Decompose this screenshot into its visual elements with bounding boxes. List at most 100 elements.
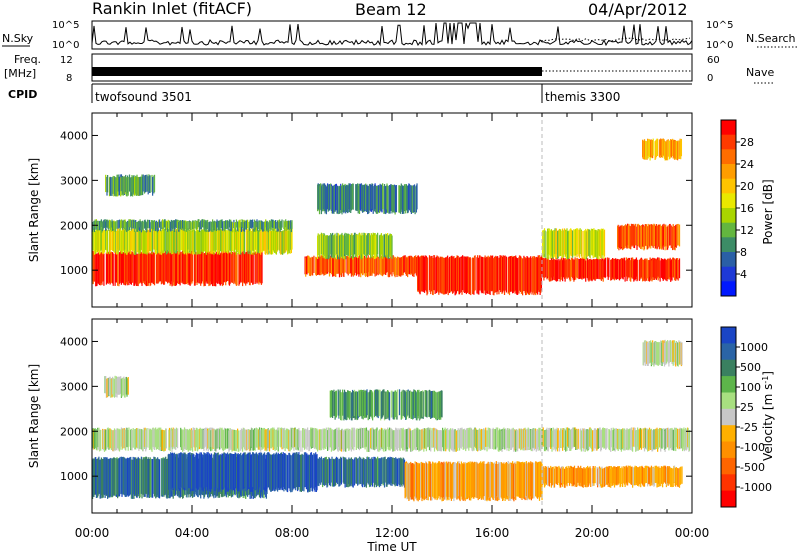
data-cell xyxy=(677,223,679,246)
data-cell xyxy=(600,467,602,486)
data-cell xyxy=(205,220,207,229)
data-cell xyxy=(575,429,577,450)
data-cell xyxy=(353,391,355,418)
data-cell xyxy=(672,468,674,487)
data-cell xyxy=(299,430,301,452)
data-cell xyxy=(610,468,612,488)
cpid-label: CPID xyxy=(8,88,37,101)
data-cell xyxy=(205,251,207,283)
data-cell xyxy=(250,455,252,492)
data-cell xyxy=(242,251,244,282)
data-cell xyxy=(470,463,472,501)
data-cell xyxy=(382,235,384,259)
data-cell xyxy=(322,183,324,210)
data-cell xyxy=(445,430,447,452)
data-cell xyxy=(555,231,557,259)
data-cell xyxy=(185,252,187,285)
data-cell xyxy=(410,391,412,419)
data-cell xyxy=(160,250,162,282)
data-cell xyxy=(158,459,161,499)
data-cell xyxy=(387,235,389,259)
data-cell xyxy=(225,453,227,489)
data-cell xyxy=(497,461,499,498)
data-cell xyxy=(665,342,667,365)
data-cell xyxy=(132,220,134,229)
data-cell xyxy=(130,231,132,255)
data-cell xyxy=(167,251,169,283)
x-tick-label: 00:00 xyxy=(675,526,710,540)
data-cell xyxy=(340,456,342,483)
data-cell xyxy=(397,389,399,416)
data-cell xyxy=(177,252,179,284)
data-cell xyxy=(677,428,679,449)
colorbar-swatch xyxy=(721,222,736,238)
data-cell xyxy=(186,454,188,491)
data-cell xyxy=(580,465,582,483)
data-cell xyxy=(283,428,285,448)
data-cell xyxy=(225,220,227,229)
data-cell xyxy=(216,428,218,449)
data-cell xyxy=(357,428,359,449)
data-cell xyxy=(421,429,423,450)
data-cell xyxy=(335,428,337,450)
data-cell xyxy=(284,430,286,451)
data-cell xyxy=(247,429,249,450)
cpid-segment-label: themis 3300 xyxy=(545,90,620,104)
colorbar-tick-label: 16 xyxy=(740,202,754,215)
data-cell xyxy=(119,429,121,450)
data-cell xyxy=(281,219,283,228)
data-cell xyxy=(210,427,212,447)
data-cell xyxy=(572,230,574,258)
data-cell xyxy=(657,342,659,366)
data-cell xyxy=(365,233,367,255)
data-cell xyxy=(391,257,393,277)
data-cell xyxy=(153,174,156,193)
data-cell xyxy=(120,229,122,252)
data-cell xyxy=(365,183,367,210)
nsearch-tick-top: 10^5 xyxy=(706,20,733,31)
data-cell xyxy=(580,468,583,487)
data-cell xyxy=(182,252,184,285)
data-cell xyxy=(415,429,417,451)
data-cell xyxy=(233,222,236,233)
data-cell xyxy=(395,256,397,275)
data-cell xyxy=(640,258,642,279)
data-cell xyxy=(242,229,244,252)
data-cell xyxy=(542,257,544,278)
data-cell xyxy=(540,255,543,291)
data-cell xyxy=(642,259,644,281)
data-cell xyxy=(267,228,269,250)
nsearch-tick-bottom: 10^0 xyxy=(706,40,733,51)
data-cell xyxy=(403,429,405,451)
velocity-panel: 1000 2000 3000 4000 Slant Range [km] xyxy=(27,318,693,514)
data-cell xyxy=(223,429,225,451)
data-cell xyxy=(435,391,437,420)
data-cell xyxy=(432,390,434,418)
data-cell xyxy=(580,430,583,452)
data-cell xyxy=(540,430,542,452)
data-cell xyxy=(517,430,519,452)
data-cell xyxy=(126,427,128,448)
data-cell xyxy=(387,390,389,418)
data-cell xyxy=(650,259,652,281)
data-cell xyxy=(652,259,654,280)
data-cell xyxy=(662,138,664,156)
data-cell xyxy=(245,429,247,451)
data-cell xyxy=(332,391,334,418)
data-cell xyxy=(407,462,409,499)
data-cell xyxy=(110,457,112,496)
data-cell xyxy=(202,454,204,492)
data-cell xyxy=(573,229,575,256)
data-cell xyxy=(349,429,351,450)
data-cell xyxy=(440,390,442,417)
data-cell xyxy=(317,256,319,275)
colorbar-tick-label: 8 xyxy=(740,246,747,259)
data-cell xyxy=(262,221,264,232)
data-cell xyxy=(570,430,572,451)
data-cell xyxy=(260,454,262,491)
data-cell xyxy=(588,467,590,486)
data-cell xyxy=(362,457,364,484)
data-cell xyxy=(498,257,500,295)
data-cell xyxy=(250,219,252,228)
